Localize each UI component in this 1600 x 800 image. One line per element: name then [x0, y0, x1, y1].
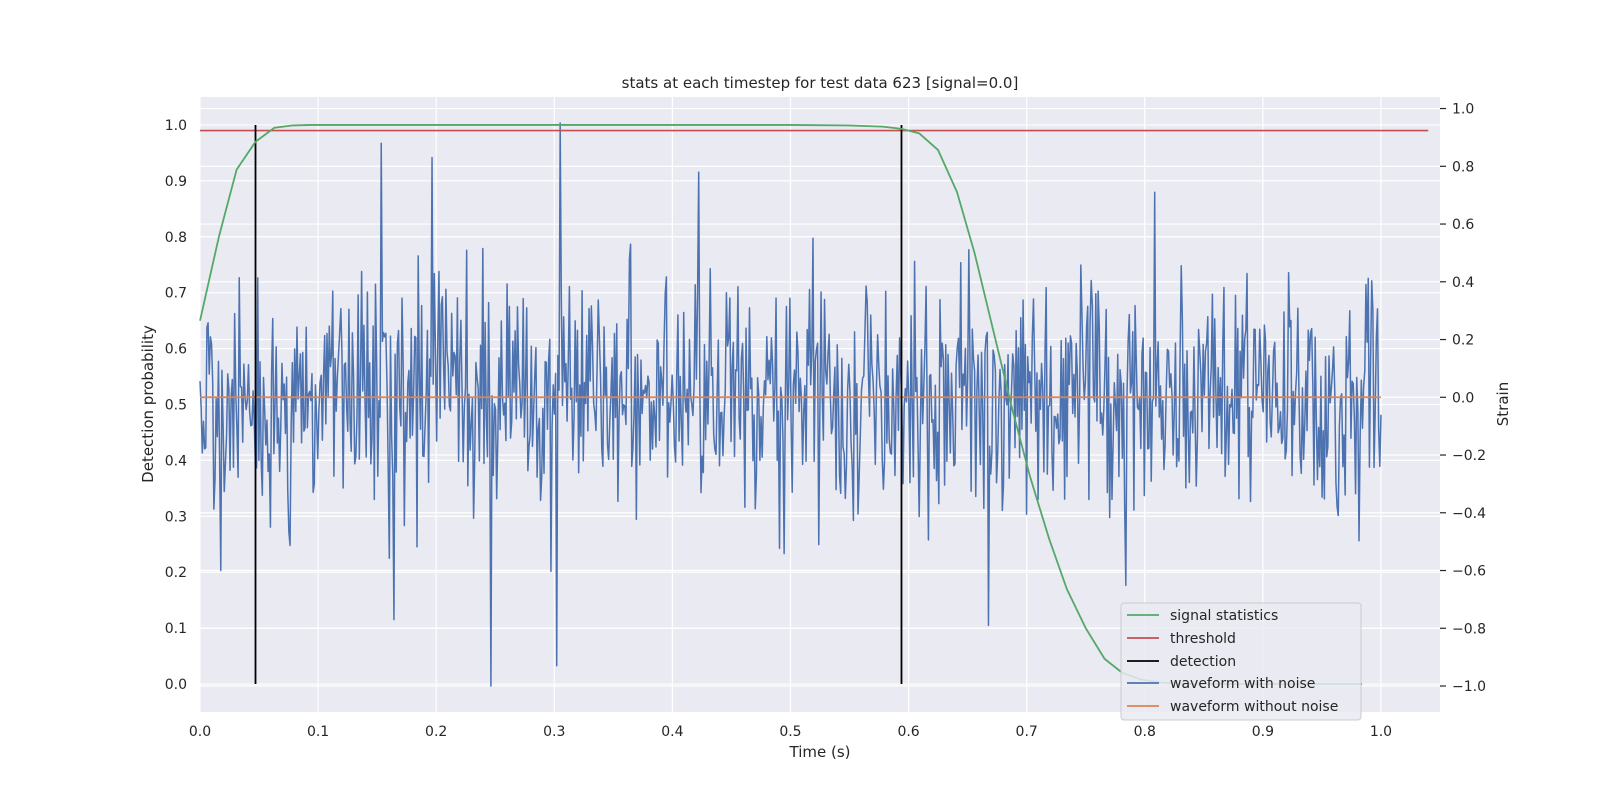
y2-tick-label: −0.2	[1452, 448, 1486, 464]
x-tick-label: 0.7	[1016, 724, 1038, 740]
series-waveform-with-noise	[199, 122, 1382, 687]
legend-box	[1120, 602, 1362, 721]
y2-tick-label: 0.8	[1452, 159, 1474, 175]
x-tick-label: 0.4	[661, 724, 683, 740]
x-tick-label: 0.9	[1252, 724, 1274, 740]
tick-labels: 0.0 0.1 0.2 0.3 0.4 0.5 0.6 0.7 0.8 0.9 1.0 0.0 0.1 0…	[165, 102, 1486, 740]
legend-label-waveform-with-noise: waveform with noise	[1170, 676, 1315, 692]
x-tick-label: 0.8	[1134, 724, 1156, 740]
y-tick-label: 0.5	[165, 398, 187, 414]
series-layer	[199, 122, 1429, 687]
x-tick-label: 0.1	[307, 724, 329, 740]
y-tick-label: 0.2	[165, 565, 187, 581]
legend-label-threshold: threshold	[1170, 631, 1236, 647]
legend: signal statistics threshold detection wa…	[1120, 602, 1362, 721]
x-tick-label: 0.3	[543, 724, 565, 740]
y-tick-label: 0.7	[165, 286, 187, 302]
y2-tick-label: 0.2	[1452, 333, 1474, 349]
y2-tick-label: 0.6	[1452, 217, 1474, 233]
y2-tick-label: 0.0	[1452, 390, 1474, 406]
y-tick-label: 0.1	[165, 621, 187, 637]
y2-tick-label: −0.4	[1452, 506, 1486, 522]
y2-tick-label: 0.4	[1452, 275, 1474, 291]
y2-axis-label: Strain	[1494, 382, 1512, 426]
y2-tick-label: −0.8	[1452, 621, 1486, 637]
y-tick-label: 0.0	[165, 677, 187, 693]
x-tick-label: 0.5	[779, 724, 801, 740]
chart-title: stats at each timestep for test data 623…	[622, 74, 1019, 92]
legend-label-detection: detection	[1170, 654, 1236, 670]
y-tick-label: 0.9	[165, 174, 187, 190]
x-tick-label: 0.2	[425, 724, 447, 740]
y-tick-label: 1.0	[165, 118, 187, 134]
y-tick-label: 0.3	[165, 509, 187, 525]
y-tick-label: 0.4	[165, 453, 187, 469]
legend-label-waveform-without-noise: waveform without noise	[1170, 699, 1338, 715]
x-axis-label: Time (s)	[789, 743, 851, 761]
x-tick-label: 0.0	[189, 724, 211, 740]
legend-label-signal-statistics: signal statistics	[1170, 608, 1278, 624]
y2-tick-label: −1.0	[1452, 679, 1486, 695]
y-tick-label: 0.8	[165, 230, 187, 246]
y2-tick-label: 1.0	[1452, 102, 1474, 118]
x-tick-label: 1.0	[1370, 724, 1392, 740]
y2-tick-label: −0.6	[1452, 564, 1486, 580]
x-tick-label: 0.6	[897, 724, 919, 740]
y-axis-label: Detection probability	[139, 325, 157, 483]
y-tick-label: 0.6	[165, 342, 187, 358]
